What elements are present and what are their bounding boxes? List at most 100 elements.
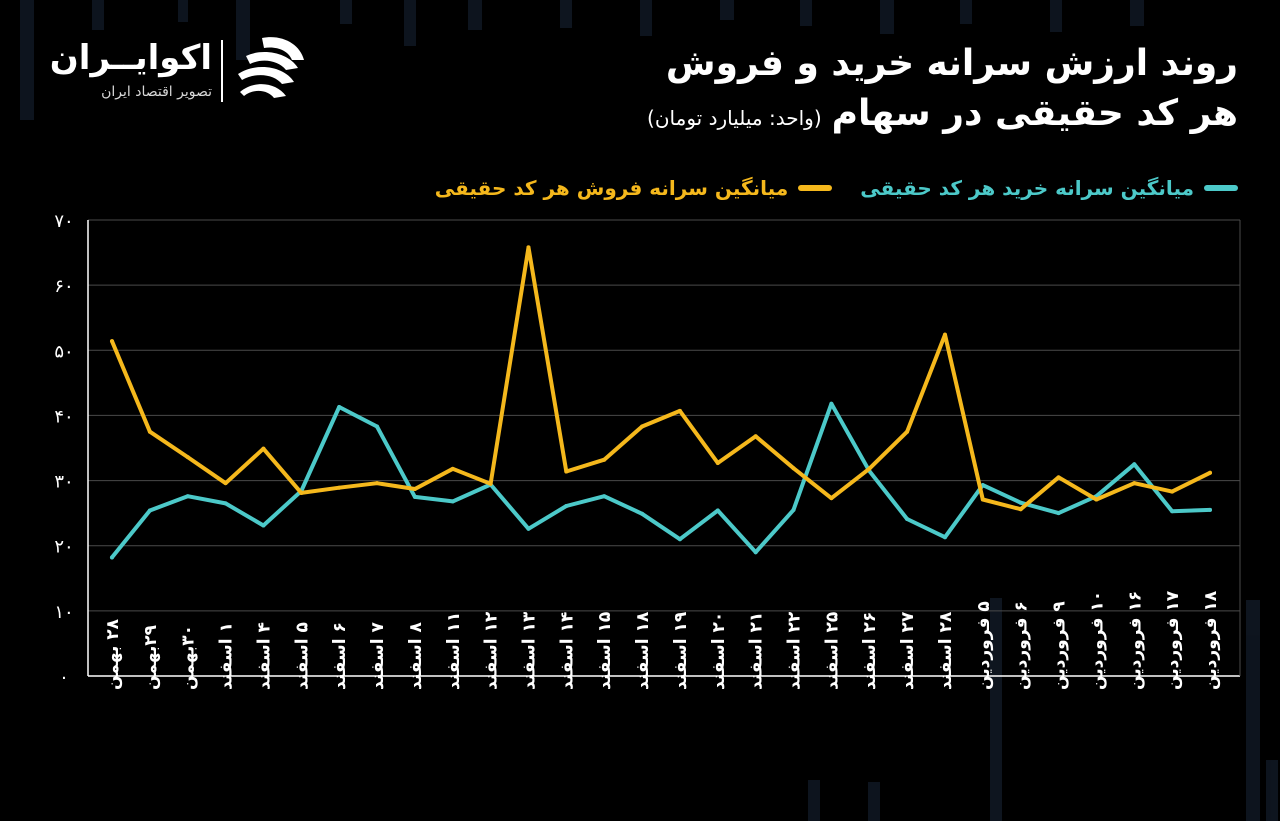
legend: میانگین سرانه خرید هر کد حقیقی میانگین س… (435, 176, 1238, 200)
chart-title: روند ارزش سرانه خرید و فروش هر کد حقیقی … (647, 40, 1238, 144)
x-tick-label: ۵ فروردین (974, 601, 994, 690)
buy-data-point (261, 523, 266, 528)
x-tick-label: ۱۷ فروردین (1163, 590, 1183, 690)
x-tick-label: ۳۰بهمن (179, 625, 199, 690)
axis-layer (87, 220, 1241, 677)
x-tick-label: ۲۸ اسفند (936, 611, 956, 690)
sell-data-point (261, 446, 266, 451)
buy-data-point (942, 535, 947, 540)
sell-data-point (526, 245, 531, 250)
title-line-2: هر کد حقیقی در سهام (واحد: میلیارد تومان) (647, 88, 1238, 144)
buy-data-point (147, 508, 152, 513)
sell-data-point (829, 496, 834, 501)
x-tick-label: ۱۰ فروردین (1087, 591, 1107, 690)
x-tick-label: ۷ اسفند (368, 622, 388, 690)
buy-data-point (980, 483, 985, 488)
sell-data-point (488, 481, 493, 486)
buy-data-point (905, 517, 910, 522)
legend-swatch-buy (1204, 185, 1238, 191)
title-line-1: روند ارزش سرانه خرید و فروش (665, 43, 1238, 84)
sell-data-point (640, 424, 645, 429)
x-tick-label: ۲۱ اسفند (747, 612, 767, 690)
y-tick-label: ۵۰ (54, 341, 73, 362)
x-tick-label: ۲۹بهمن (141, 624, 161, 690)
x-tick-label: ۱۵ اسفند (595, 612, 615, 690)
sell-data-point (753, 434, 758, 439)
x-tick-label: ۲۵ اسفند (822, 612, 842, 690)
buy-data-point (1056, 511, 1061, 516)
logo-tagline: تصویر اقتصاد ایران (101, 84, 212, 100)
x-tick-label: ۱۲ اسفند (482, 611, 502, 690)
unit-label: (واحد: میلیارد تومان) (647, 106, 822, 130)
buy-data-point (526, 526, 531, 531)
x-tick-label: ۸ اسفند (406, 622, 426, 690)
sell-data-point (905, 429, 910, 434)
sell-data-point (412, 487, 417, 492)
sell-data-point (375, 481, 380, 486)
x-tick-label: ۲۲ اسفند (785, 611, 805, 690)
buy-data-point (753, 550, 758, 555)
buy-data-point (223, 501, 228, 506)
y-tick-label: ۰ (59, 667, 69, 688)
title-line-2-text: هر کد حقیقی در سهام (831, 93, 1238, 134)
ecoiran-logo-icon (238, 37, 304, 98)
buy-data-point (412, 494, 417, 499)
buy-data-point (791, 507, 796, 512)
x-tick-label: ۱۱ اسفند (444, 612, 464, 690)
x-tick-label: ۶ اسفند (330, 622, 350, 690)
buy-data-point (1018, 500, 1023, 505)
label-layer: ۰ ۱۰ ۲۰ ۳۰ ۴۰ ۵۰ ۶۰ ۷۰ ۲۸ بهمن ۲۹بهمن ۳۰بهمن ۱ اسفن… (54, 211, 1221, 690)
legend-item-sell: میانگین سرانه فروش هر کد حقیقی (435, 176, 833, 200)
sell-data-point (337, 485, 342, 490)
sell-data-point (791, 466, 796, 471)
buy-data-point (602, 494, 607, 499)
buy-data-point (564, 503, 569, 508)
buy-data-point (450, 499, 455, 504)
sell-data-point (1094, 497, 1099, 502)
sell-data-point (1170, 489, 1175, 494)
sell-data-point (1132, 481, 1137, 486)
x-tick-label: ۶ فروردین (1012, 601, 1032, 690)
y-tick-label: ۶۰ (54, 276, 73, 297)
x-tick-label: ۲۶ اسفند (860, 612, 880, 690)
buy-data-point (715, 508, 720, 513)
x-tick-label: ۲۰ اسفند (709, 612, 729, 690)
x-tick-label: ۱۳ اسفند (519, 611, 539, 690)
buy-data-point (110, 555, 114, 560)
logo-name: اکوایــران (49, 38, 212, 78)
sell-data-point (867, 466, 872, 471)
sell-data-point (564, 469, 569, 474)
sell-data-point (110, 339, 114, 344)
x-tick-label: ۹ فروردین (1050, 601, 1070, 690)
sell-series-line (110, 245, 1212, 512)
sell-data-point (1018, 507, 1023, 512)
x-tick-label: ۵ اسفند (292, 622, 312, 690)
legend-item-buy: میانگین سرانه خرید هر کد حقیقی (860, 176, 1238, 200)
y-tick-label: ۴۰ (54, 406, 73, 427)
x-tick-label: ۱ اسفند (217, 622, 237, 690)
legend-swatch-sell (798, 185, 833, 191)
x-tick-label: ۲۸ بهمن (103, 618, 123, 690)
buy-data-point (1132, 462, 1137, 467)
y-tick-label: ۷۰ (54, 211, 73, 232)
series-layer (110, 245, 1212, 560)
x-tick-label: ۱۴ اسفند (557, 612, 577, 690)
x-tick-label: ۴ اسفند (254, 622, 274, 690)
y-tick-label: ۳۰ (54, 472, 73, 493)
sell-data-point (185, 455, 190, 460)
buy-data-point (375, 424, 380, 429)
x-tick-label: ۲۷ اسفند (898, 611, 918, 690)
sell-data-point (715, 460, 720, 465)
x-tick-label: ۱۶ فروردین (1125, 591, 1145, 690)
sell-data-point (942, 332, 947, 337)
sell-data-point (980, 497, 985, 502)
sell-data-point (1056, 475, 1061, 480)
buy-data-point (677, 537, 682, 542)
sell-data-point (677, 408, 682, 413)
x-tick-label: ۱۹ اسفند (671, 611, 691, 690)
buy-data-point (1208, 507, 1212, 512)
x-tick-label: ۱۸ فروردین (1201, 590, 1221, 690)
buy-data-point (829, 401, 834, 406)
